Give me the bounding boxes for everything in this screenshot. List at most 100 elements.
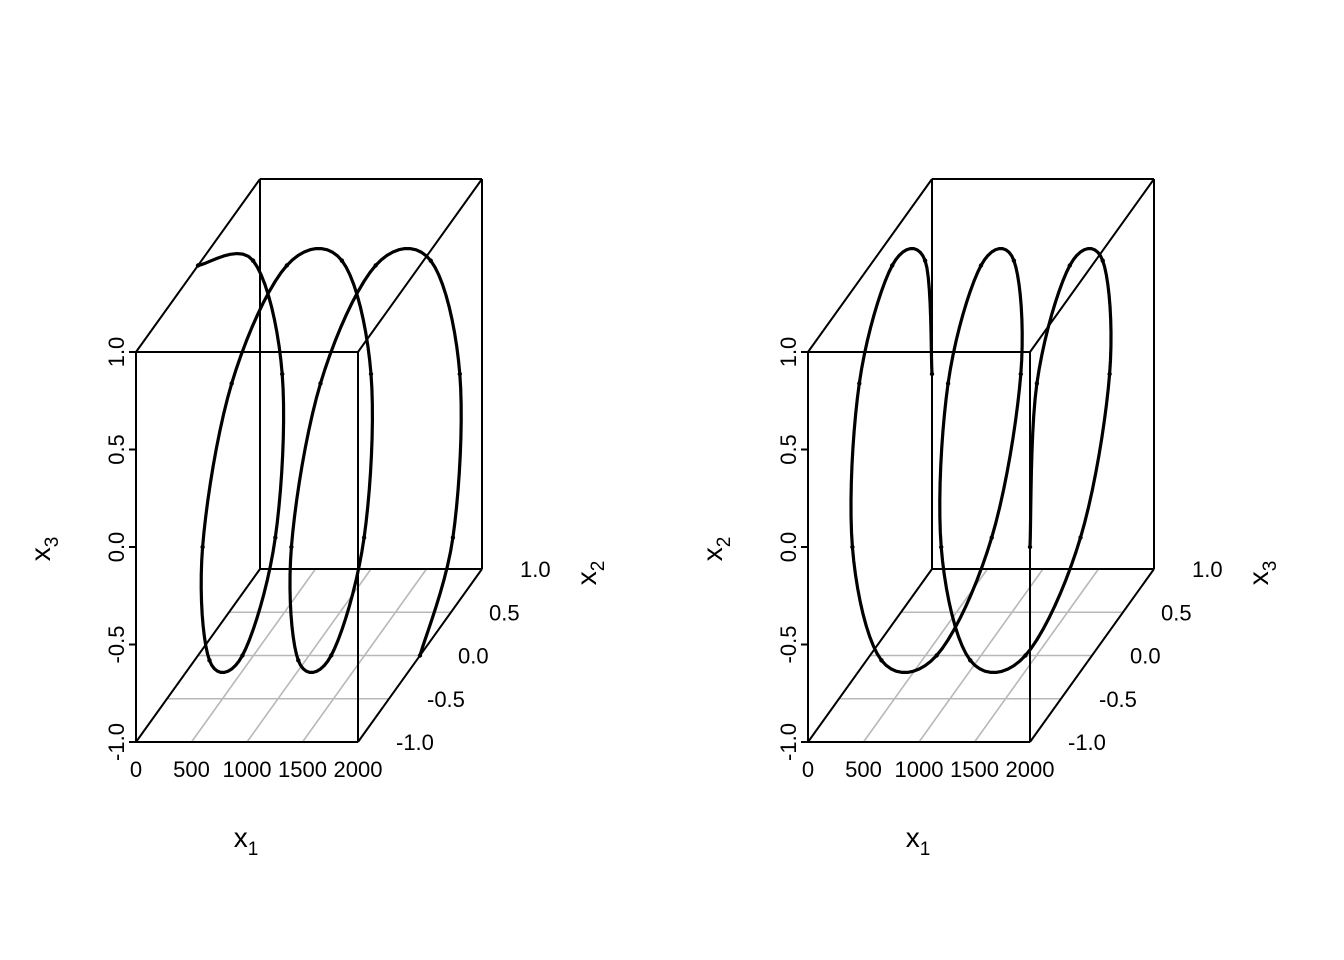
- data-point: [273, 535, 278, 540]
- data-point: [296, 658, 301, 663]
- data-point: [250, 258, 256, 263]
- data-point: [922, 258, 928, 263]
- data-point: [978, 263, 984, 268]
- data-point: [207, 658, 212, 663]
- z-tick-label: 1.0: [776, 337, 801, 368]
- z-tick-label: 0.0: [104, 532, 129, 563]
- y-tick-label: 1.0: [1192, 557, 1223, 582]
- data-point: [318, 381, 323, 386]
- data-point: [945, 381, 951, 386]
- z-tick-label: -0.5: [104, 626, 129, 664]
- data-point: [850, 544, 855, 550]
- y-tick-label: -1.0: [1068, 730, 1106, 755]
- y-tick-label: 0.0: [458, 644, 489, 669]
- z-axis-label: x2: [697, 537, 735, 562]
- data-point: [1018, 371, 1023, 377]
- data-point: [1100, 258, 1105, 263]
- y-tick-label: 0.5: [489, 600, 520, 625]
- x-axis-label-subscript: 1: [248, 839, 259, 860]
- x-axis-label-main: x: [234, 822, 248, 853]
- data-point: [284, 263, 289, 268]
- data-point: [1027, 544, 1033, 550]
- data-point: [879, 658, 884, 663]
- data-point: [339, 258, 345, 263]
- y-axis-label-subscript: 3: [1260, 561, 1281, 572]
- data-point: [890, 263, 895, 268]
- box-edge: [807, 178, 933, 353]
- y-axis-label-main: x: [1243, 571, 1274, 585]
- series-trace: [196, 247, 463, 674]
- y-axis-label: x3: [1243, 561, 1281, 586]
- z-axis-label: x3: [25, 537, 63, 562]
- data-point: [857, 381, 862, 386]
- chart-panel-1: 0 500 1000 1500 2000-1.0-0.50.00.51.0-1.0-0.…: [25, 178, 609, 860]
- x-axis-label: x1: [234, 822, 259, 860]
- x-axis-label-subscript: 1: [920, 839, 931, 860]
- data-point: [457, 371, 462, 377]
- data-point: [1067, 263, 1073, 268]
- y-tick-label: 1.0: [520, 557, 551, 582]
- z-tick-label: -0.5: [776, 626, 801, 664]
- data-point: [229, 381, 234, 386]
- x-tick-label: 1000: [223, 757, 272, 782]
- data-point: [417, 653, 423, 658]
- data-series-1: [195, 247, 463, 674]
- data-point: [195, 263, 201, 268]
- data-point: [989, 535, 994, 540]
- box-edge: [135, 568, 261, 743]
- data-series-1: [849, 247, 1113, 674]
- z-tick-label: 0.5: [104, 434, 129, 465]
- data-point: [361, 535, 367, 540]
- data-point: [1034, 381, 1040, 386]
- z-tick-label: 1.0: [104, 337, 129, 368]
- y-tick-label: -1.0: [396, 730, 434, 755]
- x-tick-label: 1500: [278, 757, 327, 782]
- data-point: [1023, 653, 1028, 658]
- z-tick-label: 0.5: [776, 434, 801, 465]
- x-tick-label: 0: [802, 757, 814, 782]
- data-point: [289, 544, 294, 550]
- z-tick-label: -1.0: [104, 723, 129, 761]
- x-tick-label: 500: [845, 757, 882, 782]
- z-axis-label-main: x: [697, 547, 728, 561]
- data-point: [240, 653, 245, 658]
- data-point: [1107, 371, 1112, 377]
- y-tick-label: -0.5: [427, 687, 465, 712]
- y-axis-label: x2: [571, 561, 609, 586]
- data-point: [428, 258, 433, 263]
- data-point: [280, 371, 285, 377]
- data-point: [939, 544, 944, 550]
- z-axis-label-subscript: 3: [42, 537, 63, 548]
- data-point: [373, 263, 378, 268]
- z-tick-label: -1.0: [776, 723, 801, 761]
- chart-panel-2: 0 500 1000 1500 2000-1.0-0.50.00.51.0-1.0-0.…: [697, 178, 1281, 860]
- data-point: [1078, 535, 1083, 540]
- data-point: [968, 658, 973, 663]
- x-axis-label: x1: [906, 822, 931, 860]
- x-tick-label: 2000: [334, 757, 383, 782]
- data-point: [368, 371, 374, 377]
- data-point: [934, 653, 939, 658]
- series-trace: [849, 247, 1113, 674]
- box-edge: [807, 568, 933, 743]
- x-axis-label-main: x: [906, 822, 920, 853]
- y-tick-label: 0.5: [1161, 600, 1192, 625]
- data-point: [450, 535, 456, 540]
- data-point: [1011, 258, 1017, 263]
- data-point: [329, 653, 334, 658]
- y-tick-label: -0.5: [1099, 687, 1137, 712]
- y-tick-label: 0.0: [1130, 644, 1161, 669]
- x-tick-label: 2000: [1006, 757, 1055, 782]
- x-tick-label: 1500: [950, 757, 999, 782]
- z-axis-label-subscript: 2: [714, 537, 735, 548]
- data-point: [929, 371, 935, 377]
- z-tick-label: 0.0: [776, 532, 801, 563]
- data-point: [200, 544, 205, 550]
- x-tick-label: 1000: [895, 757, 944, 782]
- x-tick-label: 0: [130, 757, 142, 782]
- y-axis-label-main: x: [571, 571, 602, 585]
- x-tick-label: 500: [173, 757, 210, 782]
- y-axis-label-subscript: 2: [588, 561, 609, 572]
- z-axis-label-main: x: [25, 547, 56, 561]
